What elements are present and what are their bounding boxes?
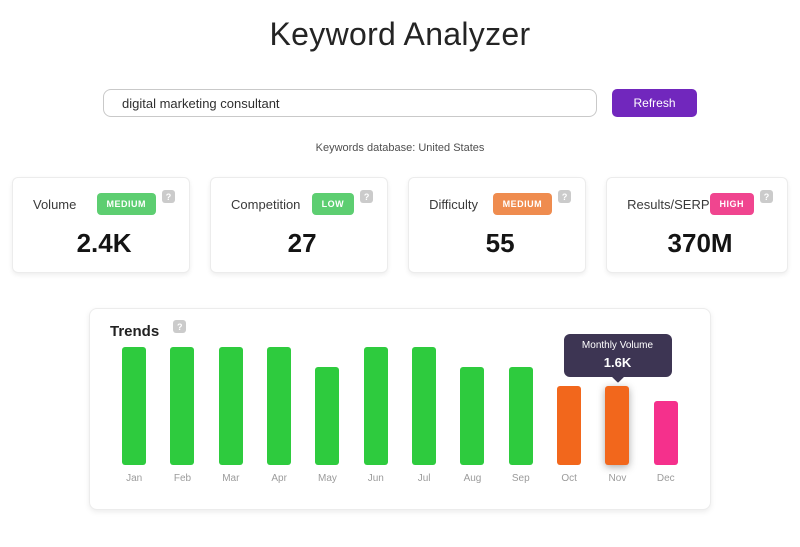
chart-bar-column: Feb — [158, 347, 206, 485]
metric-header: Difficulty MEDIUM ? — [429, 190, 572, 215]
chart-bar[interactable] — [605, 386, 630, 465]
search-row: Refresh — [103, 89, 697, 117]
chart-bar[interactable] — [412, 347, 437, 465]
metric-label: Competition — [231, 196, 301, 212]
chart-bar-label: Mar — [222, 473, 240, 484]
metric-header: Volume MEDIUM ? — [33, 190, 176, 215]
chart-bar-column: Dec — [642, 347, 690, 485]
tooltip-value: 1.6K — [603, 355, 632, 370]
metric-badge: LOW — [311, 193, 355, 215]
metric-card: Competition LOW ? 27 — [210, 177, 389, 273]
chart-bar[interactable] — [267, 347, 292, 465]
chart-bar[interactable] — [170, 347, 195, 465]
chart-bar[interactable] — [460, 367, 485, 465]
metric-card: Difficulty MEDIUM ? 55 — [408, 177, 587, 273]
chart-bar-label: Aug — [463, 473, 482, 484]
chart-bar-column: Jan — [110, 347, 158, 485]
chart-bar[interactable] — [508, 367, 533, 465]
metric-header: Competition LOW ? — [231, 190, 374, 215]
metric-badge: MEDIUM — [96, 193, 157, 215]
metric-header: Results/SERP HIGH ? — [627, 190, 774, 215]
chart-bar-label: Apr — [271, 473, 287, 484]
chart-bar-column: Sep — [497, 347, 545, 485]
chart-bar-column: Jun — [352, 347, 400, 485]
chart-bar[interactable] — [315, 367, 340, 465]
metric-value: 2.4K — [76, 228, 132, 258]
metric-card: Results/SERP HIGH ? 370M — [606, 177, 789, 273]
chart-bar[interactable] — [557, 386, 582, 465]
chart-bar-column: Nov — [593, 347, 641, 485]
chart-bar-column: Aug — [448, 347, 496, 485]
tooltip-label: Monthly Volume — [581, 340, 654, 351]
trends-header: Trends ? — [110, 320, 690, 345]
chart-bar-column: Oct — [545, 347, 593, 485]
page-title: Keyword Analyzer — [269, 16, 531, 52]
database-note: Keywords database: United States — [315, 142, 485, 154]
metric-label: Volume — [33, 196, 77, 212]
trends-title: Trends — [110, 323, 160, 340]
help-icon[interactable]: ? — [360, 190, 374, 203]
chart-bar-label: Jan — [126, 473, 143, 484]
chart-bar-label: Jun — [367, 473, 384, 484]
chart-bar[interactable] — [122, 347, 147, 465]
chart-bar[interactable] — [218, 347, 243, 465]
chart-bar-column: Apr — [255, 347, 303, 485]
refresh-button[interactable]: Refresh — [612, 89, 697, 117]
chart-bar[interactable] — [653, 401, 678, 465]
chart-bar-label: Feb — [173, 473, 192, 484]
trends-chart: Monthly Volume 1.6K Jan Feb Mar Apr May … — [110, 334, 690, 485]
metric-card: Volume MEDIUM ? 2.4K — [12, 177, 191, 273]
help-icon[interactable]: ? — [162, 190, 176, 203]
metrics-row: Volume MEDIUM ? 2.4K Competition LOW ? 2… — [0, 177, 800, 273]
chart-bar-column: Mar — [207, 347, 255, 485]
chart-bar-label: Nov — [608, 473, 627, 484]
help-icon[interactable]: ? — [558, 190, 572, 203]
chart-bar-label: May — [318, 473, 337, 484]
help-icon[interactable]: ? — [173, 320, 187, 333]
chart-bar-label: Sep — [511, 473, 530, 484]
metric-badge: MEDIUM — [492, 193, 553, 215]
help-icon[interactable]: ? — [760, 190, 774, 203]
chart-bar-label: Jul — [417, 473, 431, 484]
chart-bar-column: Jul — [400, 347, 448, 485]
metric-value: 370M — [667, 228, 733, 258]
metric-value: 55 — [485, 228, 515, 258]
chart-bar-column: May — [303, 347, 351, 485]
trends-card: Trends ? Monthly Volume 1.6K Jan Feb Mar… — [89, 308, 711, 510]
metric-badge: HIGH — [709, 193, 755, 215]
chart-bar-label: Oct — [561, 473, 577, 484]
metric-label: Results/SERP — [627, 196, 710, 212]
chart-bar[interactable] — [363, 347, 388, 465]
chart-tooltip: Monthly Volume 1.6K — [563, 334, 672, 383]
keyword-input[interactable] — [103, 89, 597, 117]
chart-bar-label: Dec — [656, 473, 675, 484]
metric-value: 27 — [287, 228, 317, 258]
metric-label: Difficulty — [429, 196, 478, 212]
